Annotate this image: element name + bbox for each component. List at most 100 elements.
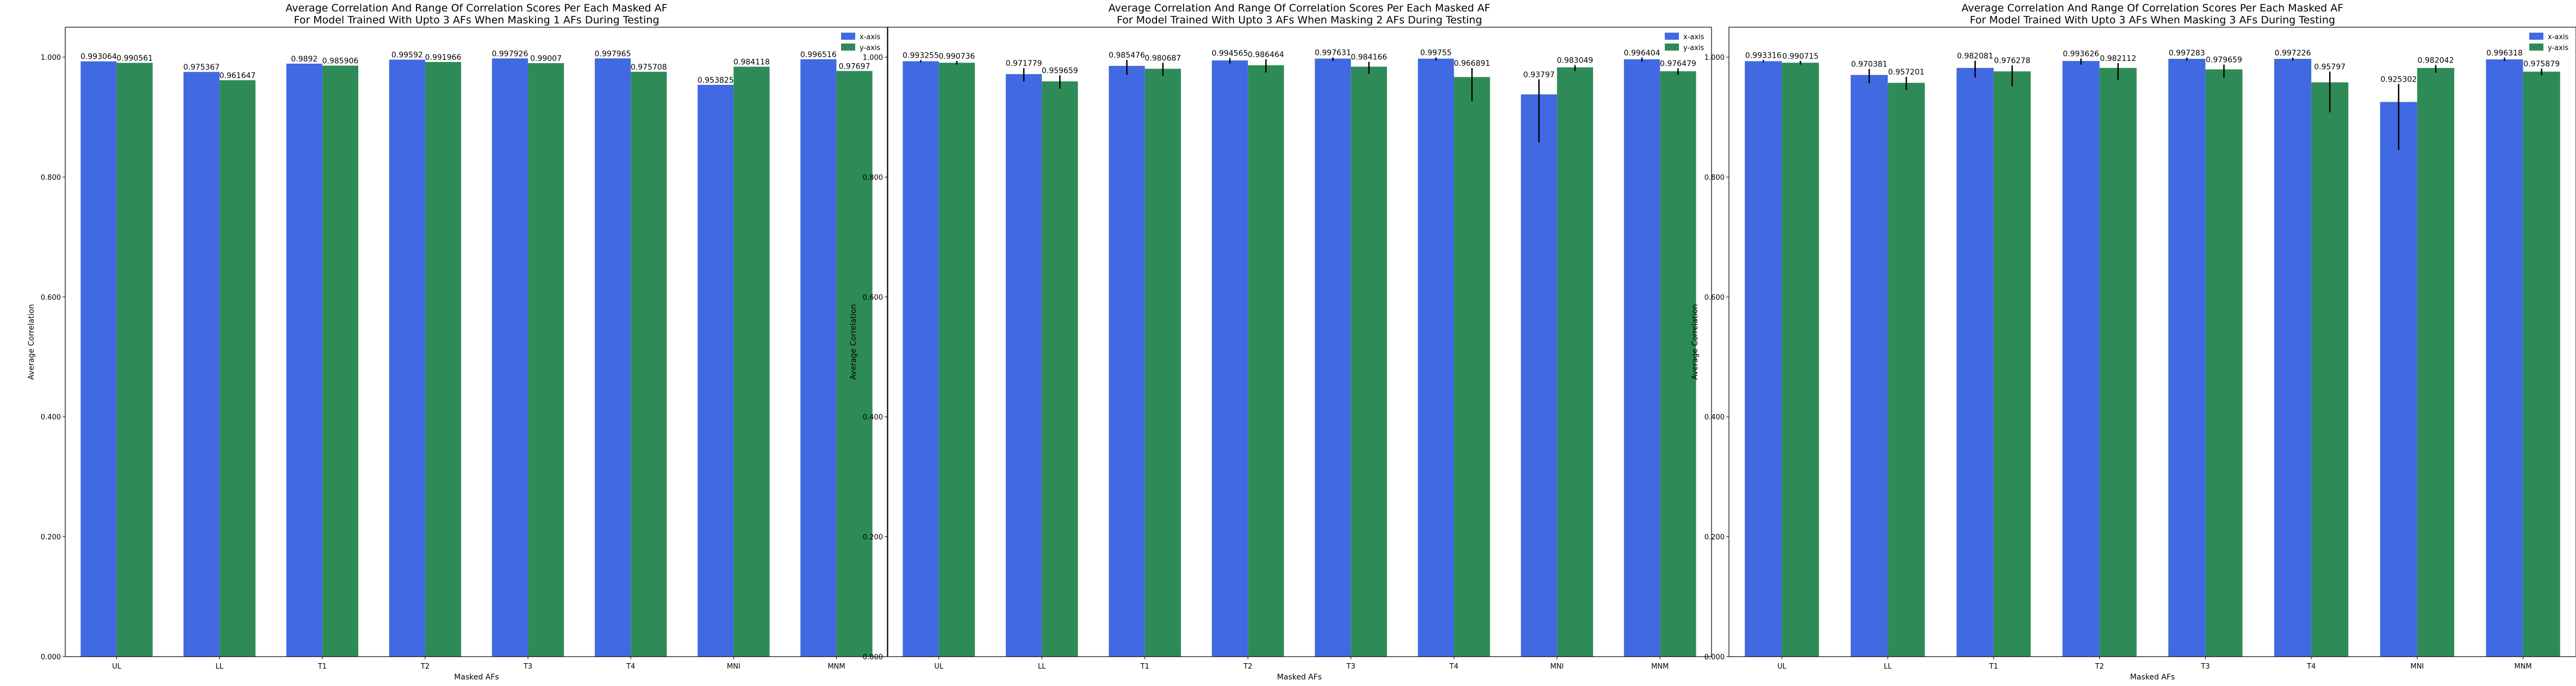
- y-tick-label: 1.000: [863, 54, 883, 62]
- bar-x-axis-T4: [2274, 59, 2312, 657]
- data-label-y-axis-T2: 0.991966: [425, 53, 462, 62]
- bar-y-axis-UL: [116, 63, 153, 657]
- bar-y-axis-MNM: [1660, 71, 1696, 657]
- bar-x-axis-T3: [1315, 58, 1351, 657]
- legend: x-axis y-axis: [1665, 33, 1704, 52]
- x-tick-label-UL: UL: [1777, 663, 1787, 671]
- chart-panel-1: Average Correlation And Range Of Correla…: [27, 2, 888, 682]
- bar-y-axis-MNM: [2523, 71, 2560, 657]
- data-label-x-axis-T3: 0.997631: [1315, 49, 1351, 58]
- data-label-y-axis-UL: 0.990561: [116, 54, 153, 63]
- data-label-y-axis-T3: 0.979659: [2206, 56, 2242, 65]
- data-label-y-axis-T4: 0.95797: [2314, 63, 2345, 72]
- y-tick-label: 1.000: [1704, 54, 1725, 62]
- x-tick-label-T4: T4: [626, 663, 635, 671]
- plot-frame: [887, 27, 1712, 657]
- y-tick-label: 0.800: [41, 174, 61, 182]
- chart-subtitle: For Model Trained With Upto 3 AFs When M…: [1117, 14, 1482, 26]
- data-label-y-axis-LL: 0.961647: [219, 71, 256, 80]
- data-label-y-axis-MNM: 0.976479: [1660, 60, 1696, 69]
- data-label-x-axis-T4: 0.997226: [2275, 49, 2311, 58]
- y-tick-label: 0.800: [863, 174, 883, 182]
- data-label-y-axis-LL: 0.959659: [1042, 67, 1078, 76]
- plot-frame: [65, 27, 888, 657]
- legend-swatch-y-axis: [841, 44, 855, 51]
- bar-x-axis-MNI: [698, 84, 734, 657]
- legend: x-axis y-axis: [2529, 33, 2569, 52]
- data-label-y-axis-T3: 0.984166: [1351, 53, 1387, 62]
- legend-label-x-axis: x-axis: [1683, 33, 1704, 41]
- bar-y-axis-MNI: [1557, 67, 1594, 657]
- y-tick-label: 0.600: [1704, 294, 1725, 302]
- x-tick-label-LL: LL: [1038, 663, 1046, 671]
- data-label-y-axis-UL: 0.990736: [939, 52, 975, 61]
- bar-x-axis-MNM: [2486, 59, 2523, 657]
- data-label-x-axis-UL: 0.993255: [903, 51, 939, 60]
- data-label-x-axis-T3: 0.997926: [492, 50, 528, 58]
- y-axis-label: Average Correlation: [1691, 304, 1700, 380]
- y-tick-label: 0.000: [41, 653, 61, 662]
- data-label-x-axis-LL: 0.970381: [1851, 60, 1888, 69]
- chart-subtitle: For Model Trained With Upto 3 AFs When M…: [1970, 14, 2335, 26]
- chart-panel-2: Average Correlation And Range Of Correla…: [849, 2, 1712, 682]
- bar-y-axis-LL: [1042, 81, 1078, 657]
- x-tick-label-MNI: MNI: [727, 663, 741, 671]
- data-label-x-axis-T2: 0.993626: [2063, 50, 2099, 59]
- bar-x-axis-T4: [594, 58, 631, 657]
- bar-x-axis-MNI: [2380, 102, 2417, 657]
- bar-y-axis-T4: [1454, 77, 1490, 657]
- data-label-y-axis-T3: 0.99007: [530, 54, 562, 63]
- data-label-y-axis-T2: 0.982112: [2100, 54, 2136, 63]
- y-tick-label: 0.400: [41, 413, 61, 422]
- data-label-y-axis-T4: 0.975708: [631, 63, 667, 72]
- x-tick-label-T1: T1: [1989, 663, 1998, 671]
- y-tick-label: 0.200: [41, 534, 61, 542]
- bar-y-axis-T3: [2205, 69, 2243, 657]
- y-tick-label: 0.000: [863, 653, 883, 662]
- data-label-x-axis-MNI: 0.953825: [698, 76, 734, 85]
- legend-swatch-y-axis: [2529, 44, 2543, 51]
- bar-y-axis-T3: [1351, 66, 1387, 657]
- y-axis-label: Average Correlation: [849, 304, 858, 380]
- chart-panel-3: Average Correlation And Range Of Correla…: [1691, 2, 2576, 682]
- x-tick-label-MNI: MNI: [2410, 663, 2424, 671]
- data-label-x-axis-T1: 0.982081: [1957, 52, 1993, 61]
- y-tick-label: 0.000: [1704, 653, 1725, 662]
- x-tick-label-T2: T2: [1243, 663, 1252, 671]
- x-tick-label-T3: T3: [523, 663, 532, 671]
- bar-x-axis-MNM: [800, 59, 837, 657]
- bar-x-axis-UL: [903, 61, 939, 657]
- y-tick-label: 1.000: [41, 54, 61, 62]
- data-label-x-axis-T2: 0.994565: [1212, 50, 1248, 58]
- bar-y-axis-MNM: [836, 71, 873, 657]
- data-label-x-axis-MNM: 0.996516: [800, 51, 837, 59]
- bar-x-axis-UL: [1745, 61, 1782, 657]
- data-label-x-axis-UL: 0.993064: [80, 53, 117, 61]
- y-tick-label: 0.400: [1704, 413, 1725, 422]
- y-tick-label: 0.800: [1704, 174, 1725, 182]
- bar-y-axis-T4: [2311, 82, 2349, 657]
- chart-title: Average Correlation And Range Of Correla…: [285, 2, 667, 14]
- data-label-y-axis-MNI: 0.984118: [733, 58, 770, 67]
- data-label-x-axis-MNI: 0.925302: [2380, 75, 2417, 84]
- bar-y-axis-T2: [425, 61, 462, 657]
- x-tick-label-LL: LL: [1884, 663, 1892, 671]
- bar-y-axis-T1: [1993, 71, 2031, 657]
- data-label-x-axis-T4: 0.997965: [595, 50, 631, 58]
- data-label-y-axis-T1: 0.976278: [1994, 57, 2031, 65]
- legend-swatch-y-axis: [1665, 44, 1679, 51]
- data-label-y-axis-T1: 0.985906: [322, 57, 359, 66]
- chart-title: Average Correlation And Range Of Correla…: [1962, 2, 2343, 14]
- bar-y-axis-T1: [322, 65, 359, 657]
- y-tick-label: 0.200: [863, 534, 883, 542]
- data-label-y-axis-MNI: 0.983049: [1557, 56, 1594, 65]
- bar-y-axis-MNI: [2417, 67, 2455, 657]
- plot-frame: [1728, 27, 2576, 657]
- bar-x-axis-UL: [80, 61, 117, 657]
- y-tick-label: 0.600: [41, 294, 61, 302]
- x-tick-label-MNI: MNI: [1550, 663, 1564, 671]
- bar-y-axis-T2: [1248, 65, 1284, 657]
- data-label-x-axis-MNI: 0.93797: [1523, 71, 1555, 79]
- data-label-y-axis-T1: 0.980687: [1145, 54, 1181, 63]
- data-label-x-axis-T1: 0.9892: [291, 55, 318, 64]
